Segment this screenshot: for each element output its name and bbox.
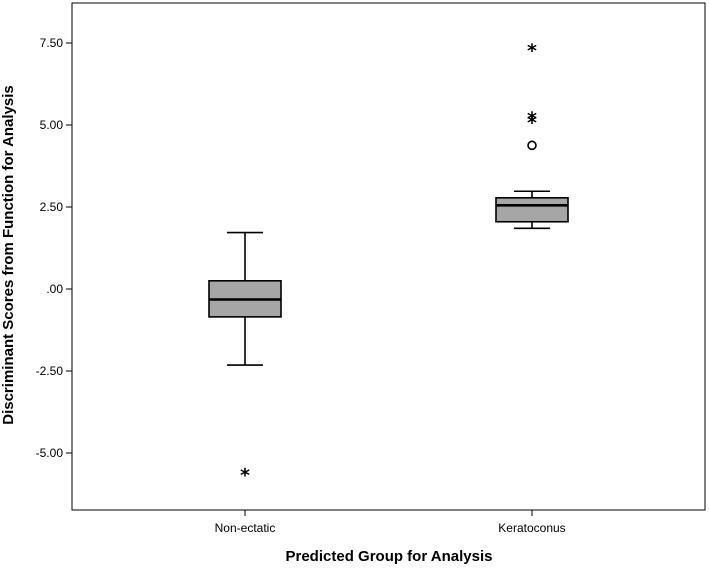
outlier-point [527,140,537,151]
y-tick-label: .00 [46,282,63,296]
y-tick-label: -5.00 [36,446,64,460]
extreme-point: * [527,40,537,62]
x-axis-ticks: Non-ectatic Keratoconus [215,510,566,535]
x-tick-label: Keratoconus [498,521,565,535]
y-axis-ticks: 7.50 5.00 2.50 .00 -2.50 -5.00 [36,36,72,460]
y-axis-title: Discriminant Scores from Function for An… [0,85,17,425]
y-tick-label: -2.50 [36,364,64,378]
box-group: *** [495,40,569,230]
x-tick-label: Non-ectatic [215,521,276,535]
box-group: * [208,231,282,486]
extreme-point: * [527,108,537,130]
extreme-point: * [240,464,250,486]
y-tick-label: 5.00 [40,118,64,132]
boxes: **** [208,40,569,486]
plot-frame [71,2,706,511]
extreme-point: * [527,112,537,134]
iqr-box [495,197,569,223]
y-tick-label: 7.50 [40,36,64,50]
x-axis-title: Predicted Group for Analysis [286,548,493,565]
y-tick-label: 2.50 [40,200,64,214]
